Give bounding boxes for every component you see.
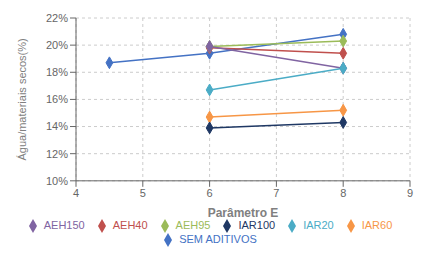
svg-text:20%: 20% [46,39,68,51]
html-text:IAR100: IAR100 [238,218,276,231]
svg-text:18%: 18% [46,66,68,78]
html-text:AEH40: AEH40 [112,218,148,231]
svg-text:9: 9 [407,187,413,199]
html-text:AEH150: AEH150 [43,218,85,231]
html-text:SEM ADITIVOS: SEM ADITIVOS [179,232,257,245]
svg-text:8: 8 [340,187,346,199]
svg-text:Parâmetro E: Parâmetro E [208,206,279,220]
html-text:IAR60: IAR60 [361,218,393,231]
svg-text:5: 5 [140,187,146,199]
html-text:AEH95: AEH95 [175,218,211,231]
svg-text:10%: 10% [46,175,68,187]
svg-text:22%: 22% [46,12,68,24]
svg-text:16%: 16% [46,93,68,105]
svg-text:Água/materiais secos(%): Água/materiais secos(%) [16,38,28,160]
svg-text:4: 4 [73,187,79,199]
svg-text:6: 6 [207,187,213,199]
svg-text:7: 7 [273,187,279,199]
svg-text:12%: 12% [46,148,68,160]
html-text:IAR20: IAR20 [303,218,334,231]
svg-text:14%: 14% [46,120,68,132]
